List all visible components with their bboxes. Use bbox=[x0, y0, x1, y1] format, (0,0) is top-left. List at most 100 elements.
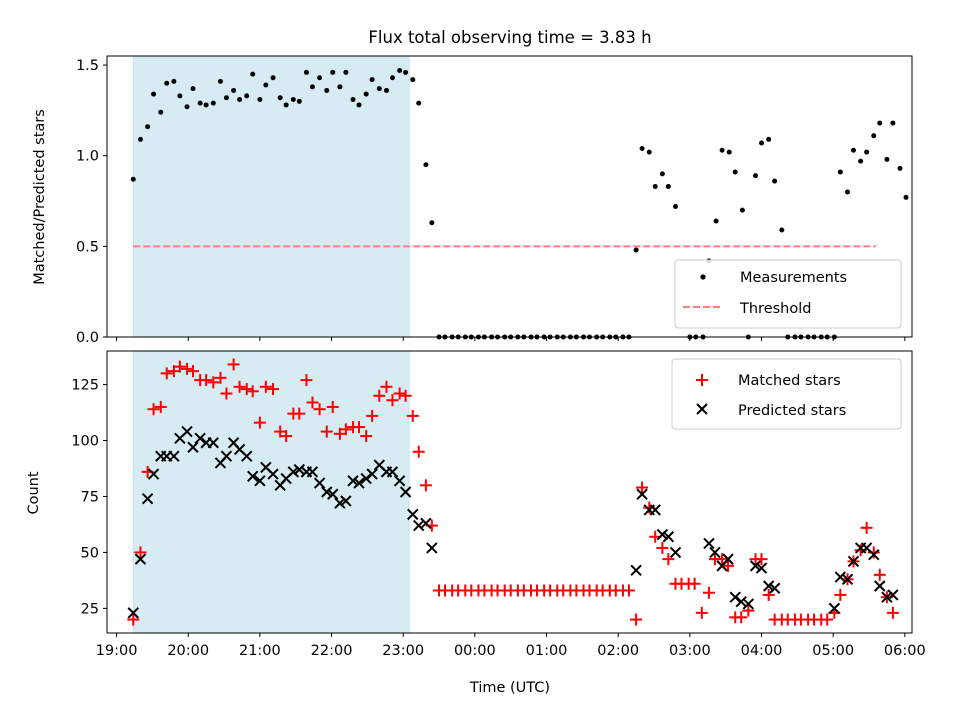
predicted-point bbox=[881, 591, 893, 603]
measurement-point bbox=[257, 97, 263, 103]
measurement-point bbox=[759, 140, 765, 146]
predicted-point bbox=[768, 582, 781, 594]
predicted-point bbox=[287, 466, 300, 478]
predicted-point bbox=[340, 495, 352, 507]
measurement-point bbox=[864, 149, 870, 155]
predicted-point bbox=[874, 580, 886, 592]
predicted-point bbox=[321, 486, 333, 498]
x-tick-label: 19:00 bbox=[96, 643, 138, 659]
legend-measurements-marker bbox=[700, 274, 706, 280]
matched-point bbox=[393, 387, 406, 400]
matched-point bbox=[360, 430, 373, 443]
matched-point bbox=[755, 553, 768, 566]
matched-point bbox=[380, 380, 393, 393]
measurement-point bbox=[376, 86, 382, 92]
matched-point bbox=[386, 394, 399, 407]
measurement-point bbox=[903, 194, 909, 200]
matched-point bbox=[267, 383, 280, 396]
matched-point bbox=[886, 606, 899, 619]
measurement-point bbox=[231, 87, 237, 93]
matched-point bbox=[300, 374, 313, 387]
predicted-point bbox=[399, 486, 412, 498]
chart-title: Flux total observing time = 3.83 h bbox=[368, 28, 651, 47]
measurement-point bbox=[171, 78, 177, 84]
measurement-point bbox=[732, 169, 738, 175]
ratio-shaded-region bbox=[132, 55, 410, 338]
measurement-point bbox=[673, 203, 679, 209]
matched-point bbox=[233, 380, 246, 393]
predicted-point bbox=[194, 432, 206, 444]
ratio-y-axis-label: Matched/Predicted stars bbox=[32, 109, 48, 285]
series-predicted-stars bbox=[127, 425, 899, 619]
measurement-point bbox=[296, 98, 302, 104]
matched-point bbox=[656, 541, 669, 554]
y-tick-label: 125 bbox=[71, 378, 99, 394]
measurement-point bbox=[223, 95, 229, 101]
y-tick-label: 25 bbox=[81, 601, 99, 617]
x-tick-label: 21:00 bbox=[239, 643, 281, 659]
measurement-point bbox=[337, 84, 343, 90]
measurement-point bbox=[713, 218, 719, 224]
matched-point bbox=[214, 371, 227, 384]
matched-point bbox=[366, 409, 379, 422]
matched-point bbox=[207, 376, 220, 389]
matched-point bbox=[688, 577, 701, 590]
predicted-point bbox=[360, 472, 372, 485]
predicted-point bbox=[669, 546, 682, 559]
measurement-point bbox=[845, 189, 851, 195]
predicted-point bbox=[168, 450, 180, 462]
predicted-point bbox=[327, 488, 339, 500]
measurement-point bbox=[383, 87, 389, 93]
predicted-point bbox=[407, 508, 419, 521]
matched-point bbox=[716, 553, 729, 566]
measurement-point bbox=[130, 176, 136, 182]
predicted-point bbox=[729, 591, 741, 603]
measurement-point bbox=[766, 136, 772, 142]
x-tick-label: 20:00 bbox=[167, 643, 209, 659]
predicted-point bbox=[887, 589, 899, 601]
x-tick-label: 22:00 bbox=[311, 643, 353, 659]
measurement-point bbox=[137, 136, 143, 142]
count-shaded-region bbox=[132, 350, 410, 634]
matched-point bbox=[293, 407, 306, 420]
matched-point bbox=[320, 425, 333, 438]
x-tick-label: 01:00 bbox=[526, 643, 568, 659]
measurement-point bbox=[330, 69, 336, 75]
measurement-point bbox=[897, 165, 903, 171]
predicted-point bbox=[386, 466, 399, 478]
measurement-point bbox=[145, 124, 151, 130]
measurement-point bbox=[203, 102, 209, 108]
measurement-point bbox=[429, 220, 435, 226]
predicted-point bbox=[393, 475, 406, 487]
measurement-point bbox=[217, 78, 223, 84]
measurement-point bbox=[397, 68, 403, 74]
matched-point bbox=[762, 588, 775, 601]
matched-point bbox=[339, 423, 352, 436]
legend-matched-marker bbox=[696, 374, 708, 386]
measurement-point bbox=[177, 93, 183, 99]
legend-threshold-label: Threshold bbox=[739, 301, 811, 317]
matched-point bbox=[353, 421, 366, 434]
matched-point bbox=[742, 604, 755, 617]
predicted-point bbox=[847, 555, 860, 568]
measurement-point bbox=[739, 207, 745, 213]
matched-point bbox=[695, 606, 708, 619]
measurement-point bbox=[633, 247, 639, 253]
measurement-point bbox=[410, 77, 416, 83]
measurement-point bbox=[639, 145, 645, 151]
measurement-point bbox=[324, 87, 330, 93]
predicted-point bbox=[426, 542, 438, 554]
matched-point bbox=[722, 559, 735, 572]
matched-point bbox=[173, 360, 186, 373]
matched-point bbox=[280, 430, 293, 443]
matched-point bbox=[373, 389, 386, 402]
measurement-point bbox=[309, 84, 315, 90]
measurement-point bbox=[270, 75, 276, 81]
matched-point bbox=[259, 380, 272, 393]
legend-predicted-marker bbox=[696, 403, 708, 415]
ratio-legend-box bbox=[674, 259, 902, 329]
measurement-point bbox=[250, 71, 256, 77]
measurement-point bbox=[423, 162, 429, 168]
matched-point bbox=[147, 403, 160, 416]
